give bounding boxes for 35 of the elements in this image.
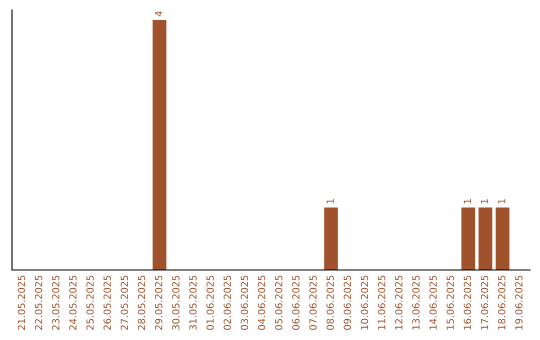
- x-tick-label: 25.05.2025: [86, 276, 94, 330]
- x-tick-label: 16.06.2025: [464, 276, 472, 330]
- x-tick-label: 09.06.2025: [344, 276, 352, 330]
- x-tick-label: 27.05.2025: [120, 276, 128, 330]
- x-tick-label: 14.06.2025: [429, 276, 437, 330]
- x-tick-label: 12.06.2025: [395, 276, 402, 330]
- x-tick-label: 03.06.2025: [240, 276, 248, 330]
- x-tick-label: 13.06.2025: [412, 276, 420, 330]
- x-tick-label: 01.06.2025: [206, 276, 214, 330]
- x-tick-label: 24.05.2025: [69, 276, 77, 330]
- x-tick-label: 10.06.2025: [360, 276, 368, 330]
- data-label: 1: [464, 199, 471, 204]
- x-tick-label: 07.06.2025: [309, 276, 317, 330]
- x-tick-label: 19.06.2025: [515, 276, 523, 330]
- data-label: 1: [498, 199, 506, 204]
- x-tick-label: 17.06.2025: [480, 276, 488, 330]
- data-label: 1: [326, 199, 334, 204]
- x-tick-label: 18.06.2025: [498, 276, 506, 330]
- x-tick-label: 05.06.2025: [275, 276, 282, 330]
- x-tick-label: 30.05.2025: [172, 276, 180, 330]
- x-tick-label: 21.05.2025: [18, 276, 26, 330]
- x-tick-label: 31.05.2025: [189, 276, 197, 330]
- data-label: 4: [155, 11, 162, 16]
- x-tick-label: 04.06.2025: [258, 276, 266, 330]
- x-tick-label: 28.05.2025: [138, 276, 146, 330]
- data-label: 1: [481, 199, 488, 204]
- x-tick-label: 23.05.2025: [52, 276, 60, 330]
- x-tick-label: 06.06.2025: [292, 276, 300, 330]
- x-tick-label: 26.05.2025: [104, 276, 111, 330]
- x-tick-label: 11.06.2025: [378, 276, 386, 330]
- x-tick-label: 15.06.2025: [446, 276, 454, 330]
- x-tick-label: 29.05.2025: [154, 276, 162, 330]
- x-tick-label: 08.06.2025: [326, 276, 334, 330]
- x-tick-label: 02.06.2025: [224, 276, 231, 330]
- x-tick-label: 22.05.2025: [34, 276, 42, 330]
